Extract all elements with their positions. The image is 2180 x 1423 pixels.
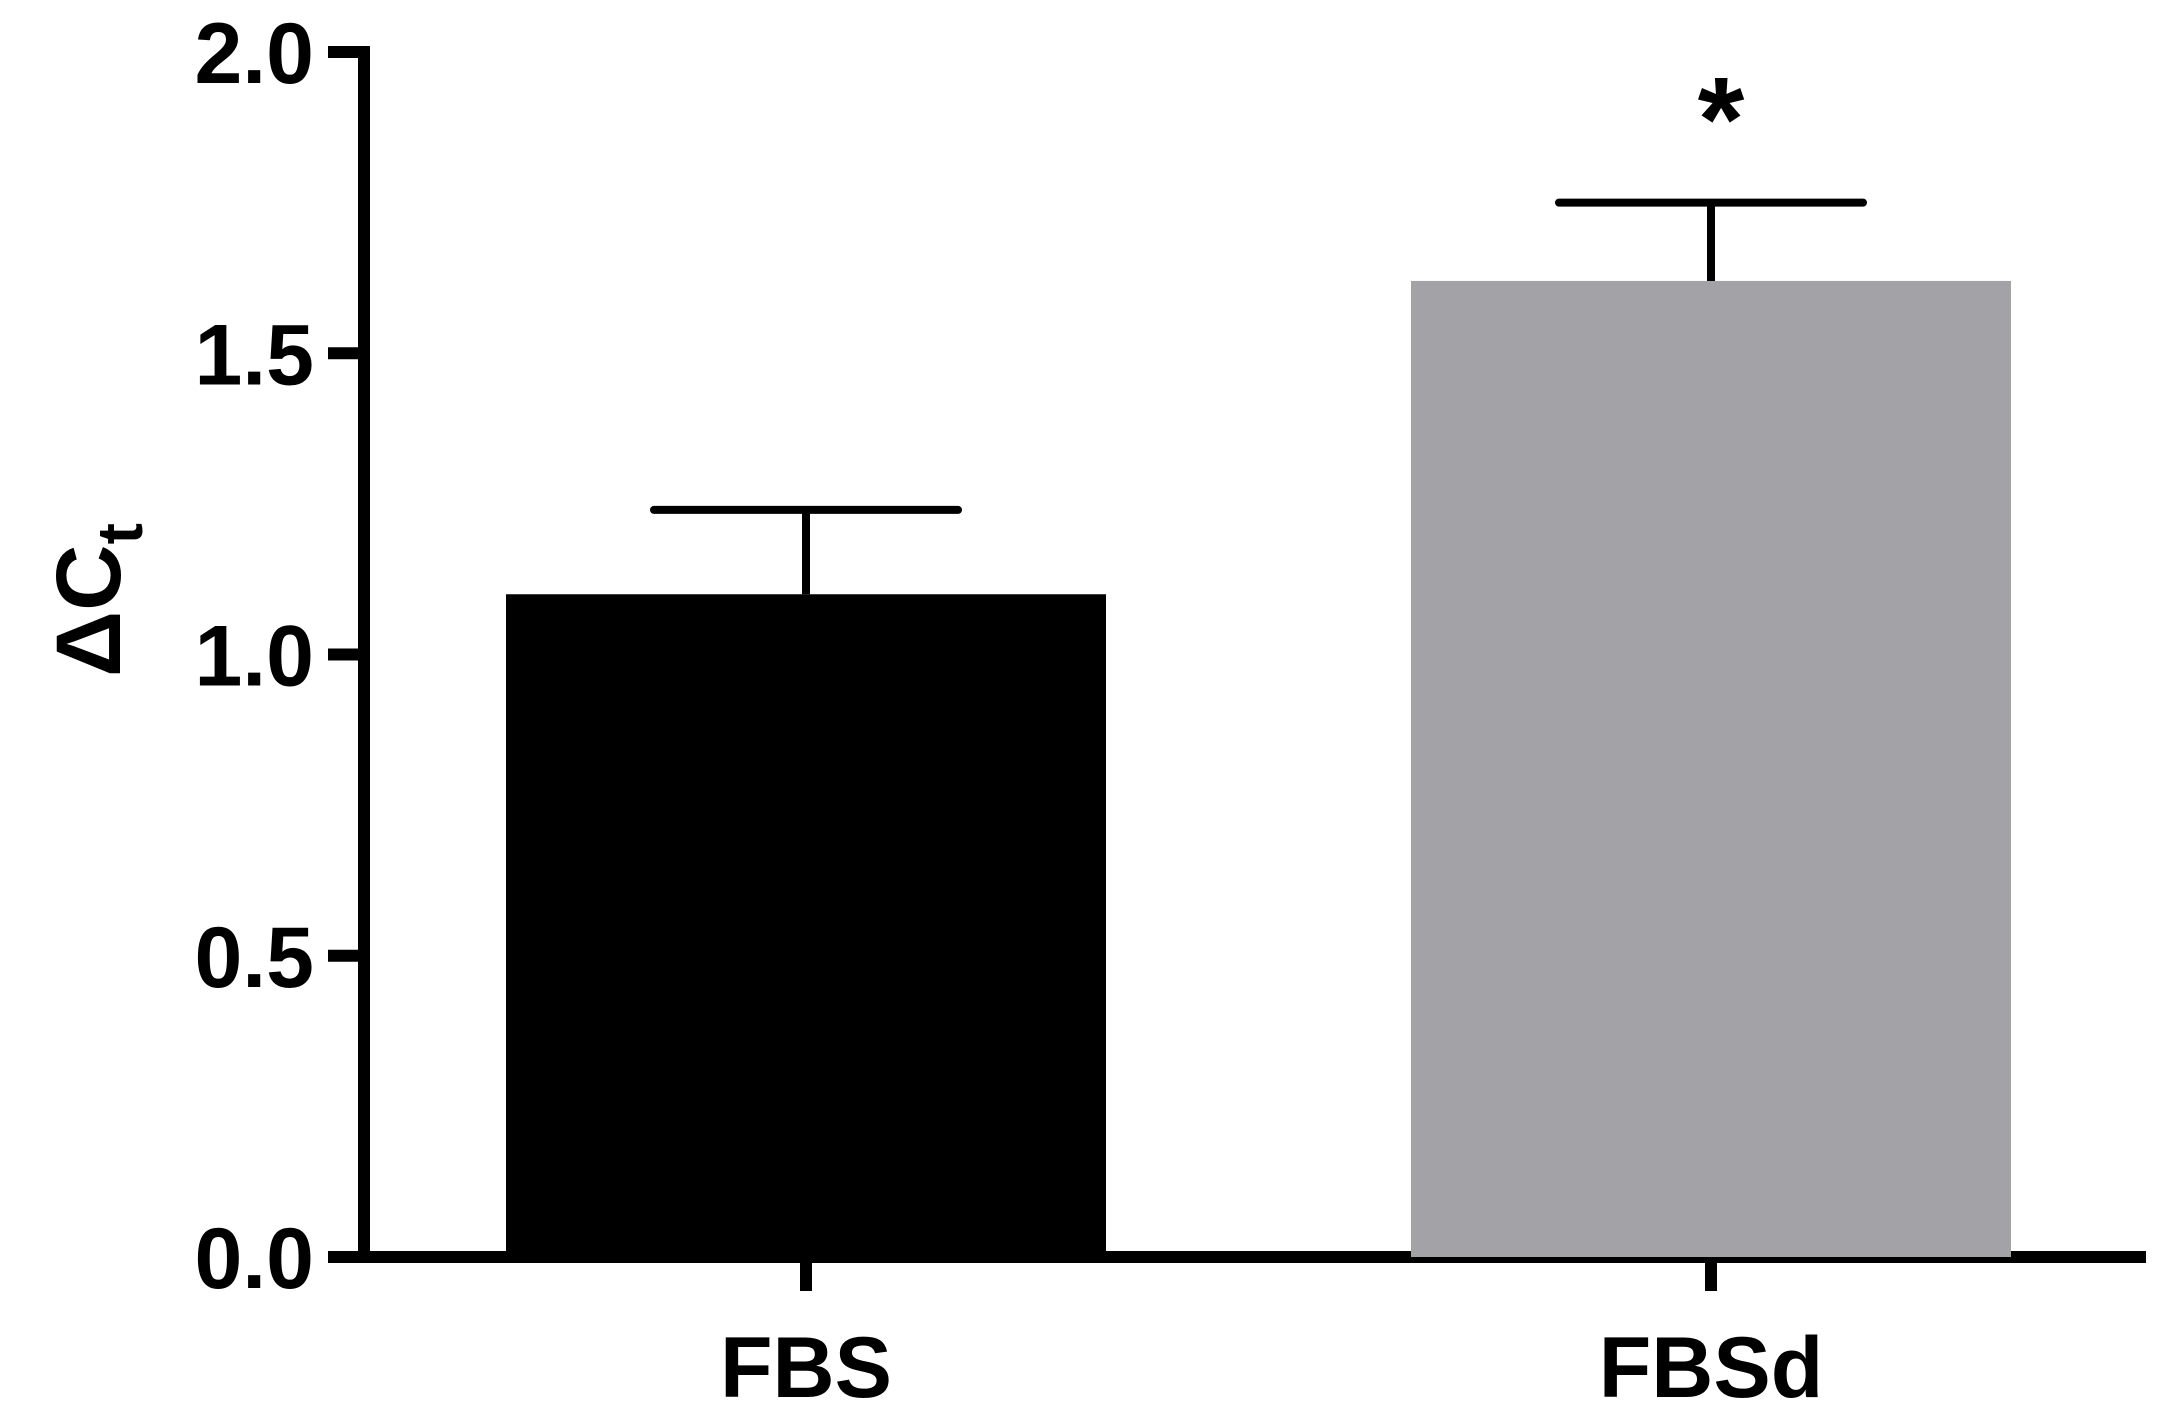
error-bars <box>650 198 1867 595</box>
x-axis: FBS FBSd <box>328 1251 2146 1416</box>
y-axis-label-main: ΔC <box>38 544 140 677</box>
annotations: * <box>1698 53 1745 187</box>
y-tick-label: 1.0 <box>194 609 314 705</box>
y-tick-label: 1.5 <box>194 307 314 403</box>
bar-fbsd <box>1411 280 2011 1257</box>
y-tick-label: 2.0 <box>194 6 314 102</box>
y-tick-label: 0.0 <box>194 1211 314 1307</box>
x-tick-label-fbsd: FBSd <box>1599 1320 1824 1416</box>
svg-text:ΔCt: ΔCt <box>38 523 156 677</box>
bar-fbs <box>506 594 1106 1257</box>
y-axis-label-subscript: t <box>84 523 156 544</box>
x-tick-label-fbs: FBS <box>720 1320 892 1416</box>
y-tick-label: 0.5 <box>194 910 314 1006</box>
significance-mark: * <box>1698 53 1745 187</box>
bars <box>506 280 2011 1257</box>
y-axis-label: ΔCt <box>38 523 156 677</box>
y-axis: 0.0 0.5 1.0 1.5 2.0 <box>194 6 370 1307</box>
